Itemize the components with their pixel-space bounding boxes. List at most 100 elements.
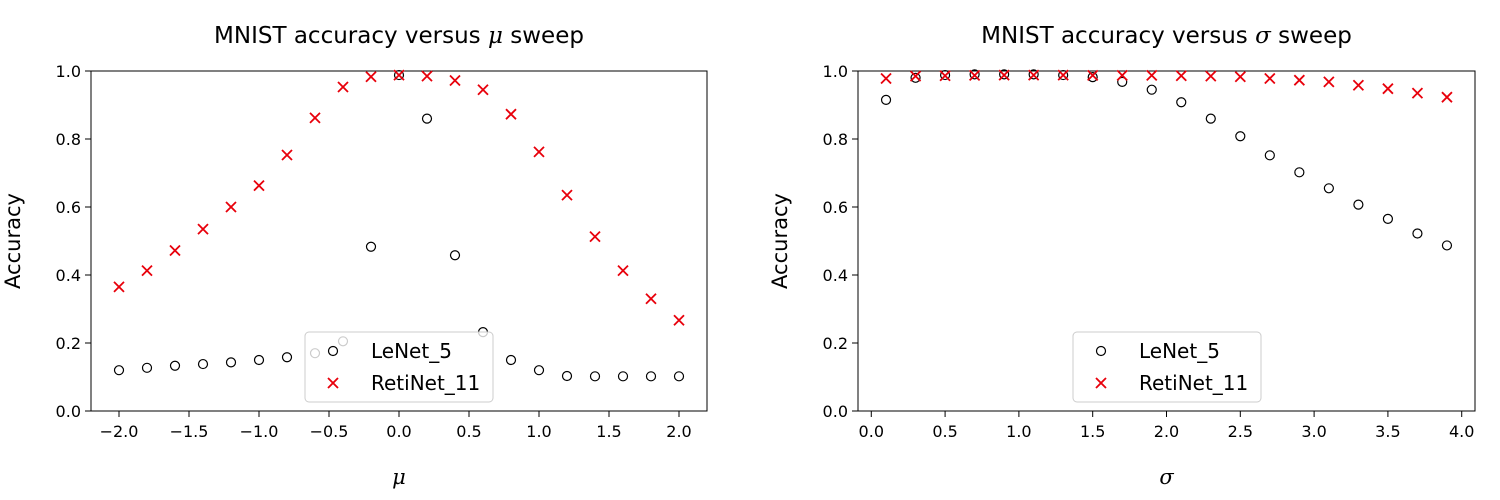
retinet-point (939, 70, 951, 82)
legend-marker-lenet (1095, 345, 1107, 357)
retinet-point (477, 84, 489, 96)
lenet-point (225, 357, 237, 368)
legend: LeNet_5 RetiNet_11 (1072, 331, 1262, 403)
lenet-point (281, 352, 293, 363)
lenet-point (1028, 69, 1039, 80)
lenet-point (1353, 199, 1364, 210)
x-tick-label: 2.0 (1154, 422, 1179, 441)
retinet-point (449, 74, 461, 87)
x-tick-label: 4.0 (1449, 422, 1474, 441)
retinet-point (1205, 70, 1217, 82)
retinet-point (998, 69, 1010, 81)
retinet-point (909, 70, 922, 82)
lenet-point (1205, 113, 1216, 124)
y-tick-label: 1.0 (56, 62, 81, 81)
retinet-point (197, 223, 209, 235)
x-tick-label: 0.5 (456, 422, 481, 441)
retinet-point (1264, 72, 1276, 85)
lenet-point (197, 358, 209, 370)
retinet-point (1382, 83, 1394, 95)
lenet-point (1412, 228, 1423, 239)
retinet-point (337, 81, 349, 93)
lenet-point (999, 69, 1010, 80)
y-tick-label: 0.0 (823, 402, 848, 421)
lenet-point (673, 371, 685, 382)
y-tick-label: 0.2 (56, 334, 81, 353)
chart-title-prefix: MNIST accuracy versus (214, 23, 488, 49)
retinet-point (561, 189, 573, 201)
x-tick-label: −0.5 (310, 422, 349, 441)
lenet-point (253, 354, 265, 366)
chart-title-prefix: MNIST accuracy versus (981, 23, 1255, 49)
y-tick-label: 0.4 (56, 266, 81, 285)
retinet-point (1146, 69, 1158, 82)
lenet-point (645, 371, 657, 382)
lenet-point (1176, 97, 1187, 108)
retinet-point (225, 201, 237, 213)
legend-label: RetiNet_11 (1139, 371, 1248, 395)
chart-title: MNIST accuracy versus μ sweep (214, 23, 584, 49)
chart-title-symbol: μ (488, 23, 503, 49)
x-tick-label: 2.0 (666, 422, 691, 441)
retinet-point (393, 69, 405, 81)
retinet-point (253, 179, 265, 192)
legend-marker-retinet (327, 377, 339, 389)
x-axis-label: μ (392, 465, 406, 489)
lenet-point (393, 69, 405, 81)
lenet-point (169, 360, 181, 371)
lenet-point (505, 354, 517, 366)
y-axis-label: Accuracy (768, 193, 792, 289)
retinet-point (968, 69, 981, 82)
retinet-point (113, 281, 125, 293)
lenet-point (880, 94, 892, 106)
retinet-point (309, 112, 321, 124)
sigma-sweep-panel: MNIST accuracy versus σ sweep 0.0 0.5 1.0 1.… (768, 23, 1476, 489)
legend: LeNet_5 RetiNet_11 (304, 331, 494, 403)
retinet-point (365, 71, 377, 83)
retinet-point (1293, 74, 1305, 86)
retinet-point (673, 314, 685, 326)
retinet-point (617, 264, 629, 277)
retinet-point (421, 70, 433, 82)
retinet-point (281, 149, 293, 161)
legend-marker-retinet (1095, 377, 1107, 389)
retinet-point (1057, 69, 1069, 81)
x-tick-label: 2.5 (1228, 422, 1253, 441)
legend-label: LeNet_5 (371, 339, 452, 363)
chart-title: MNIST accuracy versus σ sweep (981, 23, 1352, 49)
x-tick-label: 1.5 (1080, 422, 1105, 441)
lenet-point (1323, 183, 1334, 194)
retinet-point (1087, 69, 1099, 82)
y-tick-label: 0.8 (56, 130, 81, 149)
lenet-point (910, 72, 921, 83)
retinet-point (169, 244, 181, 257)
retinet-point (1441, 91, 1453, 103)
lenet-point (533, 365, 545, 376)
x-tick-label: −2.0 (100, 422, 139, 441)
retinet-point (505, 108, 517, 120)
x-tick-label: 0.5 (932, 422, 957, 441)
lenet-point (141, 362, 153, 373)
y-tick-label: 0.2 (823, 334, 848, 353)
lenet-point (969, 69, 980, 80)
x-tick-label: −1.5 (170, 422, 209, 441)
lenet-point (1235, 131, 1246, 142)
x-tick-label: 1.0 (1006, 422, 1031, 441)
y-tick-label: 1.0 (823, 62, 848, 81)
chart-title-suffix: sweep (1271, 23, 1352, 49)
x-tick-label: 3.0 (1301, 422, 1326, 441)
retinet-point (645, 293, 657, 305)
x-tick-label: −1.0 (240, 422, 279, 441)
retinet-point (880, 72, 892, 85)
retinet-point (1234, 71, 1246, 83)
y-tick-label: 0.4 (823, 266, 848, 285)
x-tick-label: 0.0 (386, 422, 411, 441)
y-tick-label: 0.8 (823, 130, 848, 149)
chart-title-suffix: sweep (503, 23, 584, 49)
retinet-point (1323, 76, 1335, 88)
retinet-point (141, 264, 153, 277)
legend-box (304, 331, 494, 403)
y-tick-label: 0.6 (56, 198, 81, 217)
retinet-point (589, 230, 601, 243)
